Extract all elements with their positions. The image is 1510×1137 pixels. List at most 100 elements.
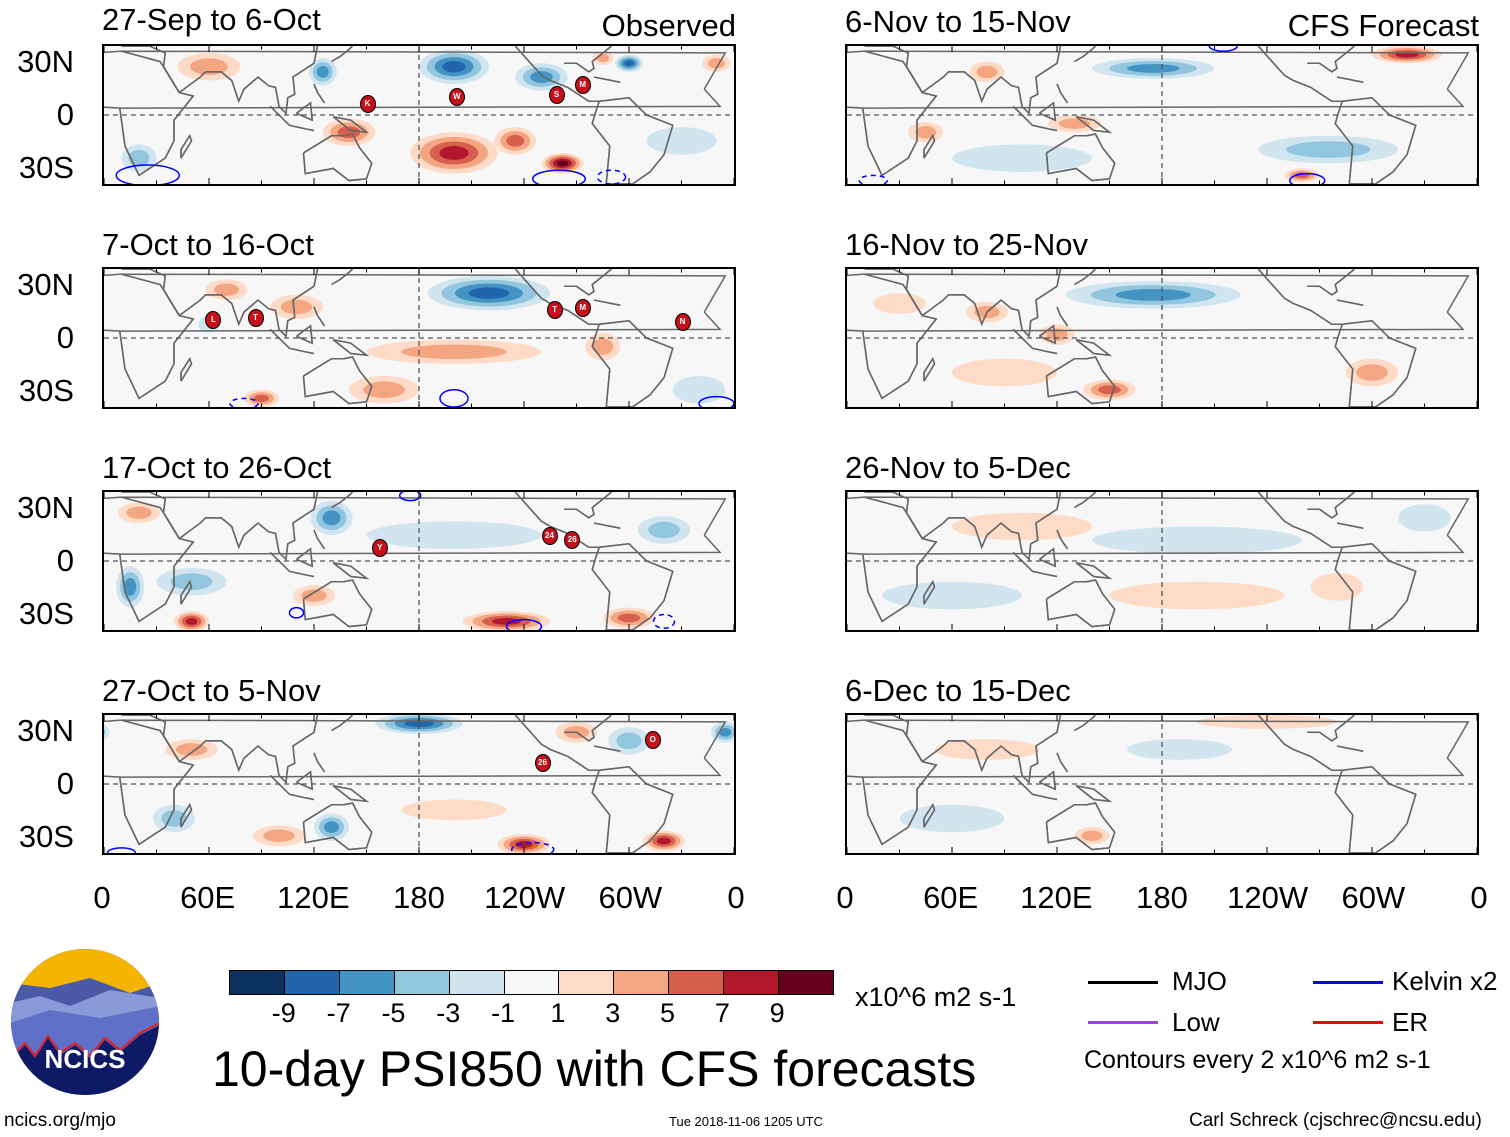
anomaly-fill	[1398, 504, 1451, 532]
kelvin-contour	[533, 170, 586, 184]
anomaly-fill	[1356, 364, 1388, 381]
anomaly-fill	[1046, 328, 1068, 341]
coastline	[865, 46, 1061, 113]
coastline	[515, 715, 599, 770]
anomaly-fill	[363, 381, 405, 399]
map	[847, 46, 1477, 184]
coastline	[1335, 98, 1416, 184]
kelvin-contour	[699, 397, 734, 407]
colorbar-swatch	[449, 971, 505, 994]
anomaly-fill	[401, 799, 507, 821]
anomaly-fill	[366, 521, 542, 549]
legend-line-mjo	[1088, 981, 1158, 984]
coastline	[1075, 269, 1096, 285]
anomaly-fill	[899, 804, 1005, 833]
coastline	[104, 51, 193, 175]
coastline	[1047, 134, 1115, 181]
lon-label: 120W	[484, 880, 566, 915]
coastline	[1047, 803, 1115, 850]
coastline	[333, 340, 366, 356]
kelvin-contour	[230, 398, 258, 407]
legend-kelvin: Kelvin x2	[1392, 966, 1498, 996]
colorbar-label: 7	[714, 998, 730, 1028]
coastline	[1047, 357, 1115, 404]
map-panel	[845, 490, 1479, 632]
tropical-cyclone-icon: W	[448, 88, 465, 107]
coastline	[1076, 340, 1109, 356]
anomaly-fill	[1098, 385, 1121, 395]
map	[847, 715, 1477, 853]
anomaly-fill	[439, 146, 469, 160]
coastline	[594, 77, 620, 82]
coastline	[1258, 492, 1342, 547]
tropical-cyclone-icon: Y	[371, 539, 388, 558]
ncics-logo: NCICS	[11, 949, 159, 1095]
coastline	[564, 269, 611, 295]
coastline	[1076, 117, 1109, 133]
legend-line-low	[1088, 1021, 1158, 1024]
coastline	[304, 803, 372, 850]
coastline	[1075, 46, 1096, 62]
anomaly-fill	[1310, 573, 1364, 601]
coastline	[1076, 563, 1109, 579]
lat-label: 0	[56, 320, 74, 355]
coastline	[1057, 530, 1068, 549]
anomaly-fill	[170, 573, 213, 590]
kelvin-contour	[400, 492, 421, 501]
lon-label: 120E	[1020, 880, 1093, 915]
coastline	[314, 753, 325, 772]
coastline	[515, 492, 599, 547]
lon-label: 180	[393, 880, 445, 915]
anomaly-fill	[324, 821, 339, 834]
coastline	[924, 582, 935, 604]
lon-label: 0	[836, 880, 854, 915]
anomaly-fill	[934, 739, 1040, 760]
coastline	[181, 805, 192, 827]
kelvin-contour	[1290, 174, 1325, 184]
coastline	[592, 544, 673, 630]
panel-tag: Observed	[601, 8, 736, 43]
kelvin-contour	[859, 175, 887, 184]
coastline	[1335, 767, 1416, 853]
coastline	[865, 492, 1061, 559]
coastline	[1307, 46, 1354, 72]
map	[104, 269, 734, 407]
coastline	[1258, 46, 1342, 101]
anomaly-fill	[1092, 526, 1302, 555]
footer-url[interactable]: ncics.org/mjo	[4, 1110, 116, 1131]
anomaly-fill	[530, 71, 553, 83]
anomaly-fill	[126, 506, 152, 519]
anomaly-fill	[322, 510, 341, 526]
coastline	[304, 134, 372, 181]
map-panel: 26 O	[102, 713, 736, 855]
tropical-cyclone-icon: S	[548, 86, 565, 105]
coastline	[865, 715, 1061, 782]
anomaly-fill	[442, 60, 466, 73]
lon-label: 120E	[277, 880, 350, 915]
anomaly-fill	[873, 293, 926, 314]
panel-title: 6-Dec to 15-Dec	[845, 673, 1071, 708]
panel-title: 26-Nov to 5-Dec	[845, 450, 1071, 485]
coastline	[847, 497, 936, 621]
anomaly-fill	[1286, 141, 1371, 158]
coastline	[1337, 746, 1363, 751]
tropical-cyclone-icon: T	[247, 309, 264, 328]
coastline	[270, 106, 314, 130]
coastline	[297, 549, 313, 566]
legend-line-kelvin	[1313, 981, 1383, 984]
tropical-cyclone-icon: K	[359, 94, 376, 113]
coastline	[564, 492, 611, 518]
coastline	[1307, 492, 1354, 518]
anomaly-fill	[1127, 739, 1232, 760]
tropical-cyclone-icon: O	[644, 731, 661, 750]
colorbar-units: x10^6 m2 s-1	[855, 982, 1017, 1012]
coastline	[122, 46, 318, 113]
colorbar-label: 1	[550, 998, 566, 1028]
coastline	[592, 98, 673, 184]
anomaly-fill	[672, 375, 726, 404]
coastline	[297, 326, 313, 343]
anomaly-fill	[952, 358, 1057, 387]
map-panel	[845, 267, 1479, 409]
